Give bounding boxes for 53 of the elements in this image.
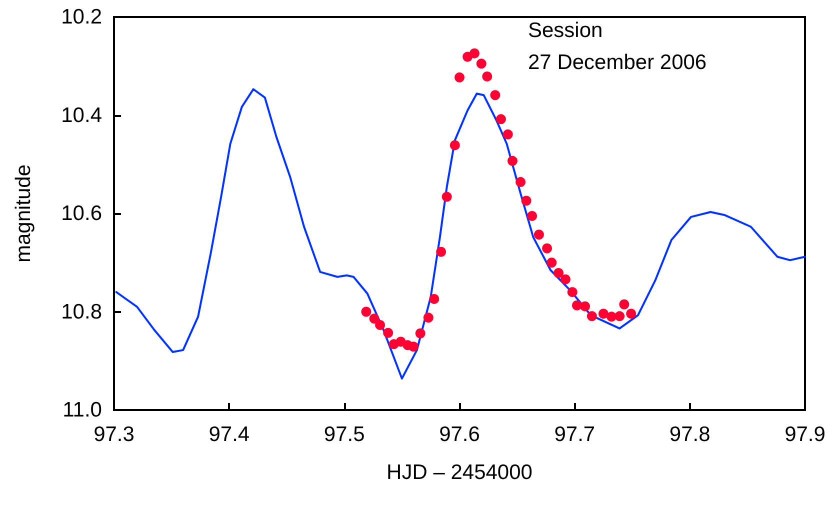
y-axis-title: magnitude [12, 164, 35, 263]
point [490, 90, 500, 100]
y-tick-label: 10.2 [61, 6, 102, 28]
annotation: Session [528, 19, 603, 42]
point [375, 320, 386, 330]
x-tick-label: 97.8 [669, 423, 710, 446]
x-tick-label: 97.5 [324, 423, 365, 446]
point [496, 114, 506, 124]
point [554, 268, 564, 278]
point [586, 311, 597, 322]
point [482, 71, 492, 82]
point [560, 274, 570, 284]
point [619, 299, 630, 310]
point [442, 192, 452, 202]
x-axis-title: HJD – 2454000 [386, 461, 532, 484]
point [580, 301, 590, 312]
point [423, 312, 434, 323]
point [436, 246, 446, 257]
line-series [115, 88, 806, 380]
point [546, 258, 557, 268]
x-tick-label: 97.6 [439, 423, 480, 446]
point [606, 312, 617, 322]
y-tick-label: 10.6 [61, 202, 102, 225]
point [469, 48, 480, 58]
point [614, 311, 625, 322]
point [507, 156, 518, 166]
annotation: 27 December 2006 [528, 51, 707, 74]
point [516, 177, 526, 188]
point [534, 230, 544, 240]
y-tick-label: 10.4 [61, 104, 102, 127]
point [542, 243, 552, 254]
point [521, 196, 532, 206]
point [415, 328, 426, 338]
point [598, 308, 608, 319]
point [476, 58, 486, 69]
point [572, 300, 582, 310]
x-tick-label: 97.9 [784, 423, 826, 446]
point [408, 342, 418, 352]
point [626, 308, 636, 319]
point [383, 328, 394, 338]
y-tick-label: 10.8 [61, 300, 102, 324]
point [502, 129, 513, 140]
point [527, 210, 538, 221]
x-tick-label: 97.3 [94, 423, 134, 446]
point [369, 314, 380, 324]
point [429, 294, 440, 304]
point [567, 287, 578, 298]
x-tick-label: 97.4 [208, 423, 250, 446]
point [361, 306, 372, 317]
y-tick-label: 11.0 [62, 398, 102, 422]
point [450, 140, 460, 150]
x-tick-label: 97.7 [554, 423, 596, 446]
point [454, 72, 464, 82]
